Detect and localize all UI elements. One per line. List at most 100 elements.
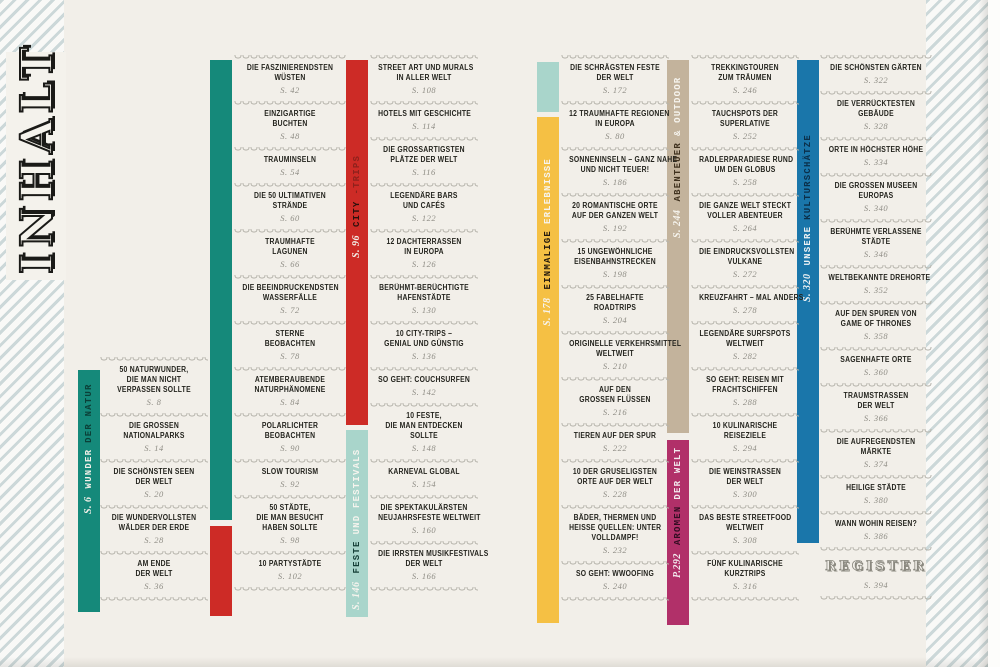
toc-item-page: S. 316: [732, 581, 758, 591]
toc-item-title: DIE 50 ULTIMATIVEN STRÄNDE: [254, 191, 326, 210]
section-word-main: AROMEN: [673, 505, 683, 546]
toc-item-title: SONNENINSELN – GANZ NAHE UND NICHT TEUER!: [569, 155, 678, 174]
wavy-divider: [561, 100, 669, 105]
toc-item-title: 12 DACHTERRASSEN IN EUROPA: [386, 237, 462, 256]
toc-item-page: S. 114: [412, 121, 436, 131]
toc-item-page: S. 78: [280, 351, 300, 361]
toc-item-page: S. 160: [411, 525, 437, 535]
wavy-divider: [691, 192, 799, 197]
toc-item: TAUCHSPOTS DER SUPERLATIVE S. 252: [691, 105, 799, 146]
toc-item: DIE GROSSARTIGSTEN PLÄTZE DER WELT S. 116: [370, 141, 478, 182]
toc-item-title: ATEMBERAUBENDE NATURPHÄNOMENE: [254, 375, 326, 394]
section-label-unsere-kulturschaetze: S. 320UNSEREKULTURSCHÄTZE: [802, 134, 814, 302]
section-bar-einmalige-erlebnisse: [537, 117, 559, 623]
toc-item-page: S. 66: [280, 259, 300, 269]
toc-item-title: DIE EINDRUCKSVOLLSTEN VULKANE: [699, 247, 795, 266]
wavy-divider: [370, 458, 478, 463]
toc-item: DIE WUNDERVOLLSTEN WÄLDER DER ERDE S. 28: [100, 509, 208, 550]
wavy-divider: [561, 376, 669, 381]
toc-item: SLOW TOURISM S. 92: [234, 463, 346, 494]
wavy-divider: [370, 586, 478, 591]
toc-item: 10 FESTE, DIE MAN ENTDECKEN SOLLTE S. 148: [370, 407, 478, 458]
toc-item: TRAUMHAFTE LAGUNEN S. 66: [234, 233, 346, 274]
toc-item: SO GEHT: REISEN MIT FRACHTSCHIFFEN S. 288: [691, 371, 799, 412]
wavy-divider: [370, 540, 478, 545]
wavy-divider: [691, 320, 799, 325]
toc-item-title: 10 CITY-TRIPS – GENIAL UND GÜNSTIG: [384, 329, 464, 348]
wavy-divider: [234, 412, 346, 417]
wavy-divider: [370, 136, 478, 141]
toc-item: DIE AUFREGENDSTEN MÄRKTE S. 374: [820, 433, 932, 474]
toc-item-title: TRAUMSTRASSEN DER WELT: [843, 391, 909, 410]
toc-item-title: AM ENDE DER WELT: [135, 559, 173, 578]
toc-item: LEGENDÄRE BARS UND CAFÉS S. 122: [370, 187, 478, 228]
section-page: P.292: [672, 553, 683, 578]
toc-item-page: S. 210: [602, 361, 628, 371]
toc-item-title: POLARLICHTER BEOBACHTEN: [261, 421, 319, 440]
toc-item-title: DIE SCHRÄGSTEN FESTE DER WELT: [570, 63, 660, 82]
toc-item-page: S. 98: [280, 535, 300, 545]
toc-item-page: S. 204: [602, 315, 628, 325]
toc-item-title: HEILIGE STÄDTE: [846, 483, 906, 492]
wavy-divider: [691, 504, 799, 509]
toc-item-title: 25 FABELHAFTE ROADTRIPS: [586, 293, 644, 312]
toc-item-page: S. 358: [863, 331, 889, 341]
wavy-divider: [820, 546, 932, 551]
toc-item: 20 ROMANTISCHE ORTE AUF DER GANZEN WELT S.…: [561, 197, 669, 238]
toc-item: AUF DEN SPUREN VON GAME OF THRONES S. 358: [820, 305, 932, 346]
section-bar-wunder-der-natur-2: [210, 60, 232, 520]
toc-item: KREUZFAHRT – MAL ANDERS S. 278: [691, 289, 803, 320]
toc-item-title: AUF DEN GROSSEN FLÜSSEN: [579, 385, 651, 404]
toc-item: 10 KULINARISCHE REISEZIELE S. 294: [691, 417, 799, 458]
toc-item: LEGENDÄRE SURFSPOTS WELTWEIT S. 282: [691, 325, 799, 366]
toc-item-page: S. 36: [144, 581, 164, 591]
section-label-wunder-der-natur: S. 6 WUNDER DER NATUR: [83, 383, 95, 514]
wavy-divider: [820, 300, 932, 305]
toc-item-title: TRAUMHAFTE LAGUNEN: [265, 237, 315, 256]
title-backdrop: [6, 52, 66, 280]
toc-item-title: 10 KULINARISCHE REISEZIELE: [712, 421, 778, 440]
toc-item: KARNEVAL GLOBAL S. 154: [370, 463, 478, 494]
toc-item-page: S. 80: [605, 131, 625, 141]
toc-item: BERÜHMT-BERÜCHTIGTE HAFENSTÄDTE S. 130: [370, 279, 478, 320]
toc-item-title: DIE SCHÖNSTEN SEEN DER WELT: [113, 467, 195, 486]
wavy-divider: [370, 320, 478, 325]
toc-item-page: S. 108: [411, 85, 437, 95]
section-label-einmalige-erlebnisse: S. 178 EINMALIGE ERLEBNISSE: [542, 158, 554, 326]
section-word-main: UNSERE: [803, 225, 813, 266]
section-bar-city-trips-2: [346, 60, 368, 425]
toc-item: WANN WOHIN REISEN? S. 386: [820, 515, 932, 546]
toc-item: SAGENHAFTE ORTE S. 360: [820, 351, 932, 382]
toc-item-page: S. 122: [411, 213, 437, 223]
wavy-divider: [820, 595, 932, 600]
toc-item-title: STERNE BEOBACHTEN: [264, 329, 316, 348]
toc-item-page: S. 380: [863, 495, 889, 505]
toc-item-title: STREET ART UND MURALS IN ALLER WELT: [378, 63, 474, 82]
toc-item-page: S. 192: [602, 223, 628, 233]
toc-item-page: S. 360: [863, 367, 889, 377]
toc-item-page: S. 84: [280, 397, 300, 407]
section-page: S. 6: [83, 496, 94, 514]
section-word-rest: KULTURSCHÄTZE: [803, 134, 813, 220]
wavy-divider: [370, 366, 478, 371]
toc-item-page: S. 240: [602, 581, 628, 591]
wavy-divider: [561, 192, 669, 197]
toc-item-page: S. 246: [732, 85, 758, 95]
toc-item: ORTE IN HÖCHSTER HÖHE S. 334: [820, 141, 932, 172]
toc-column-3: STREET ART UND MURALS IN ALLER WELT S. 108…: [370, 54, 488, 591]
toc-item-title: LEGENDÄRE BARS UND CAFÉS: [390, 191, 458, 210]
toc-item: HOTELS MIT GESCHICHTE S. 114: [370, 105, 478, 136]
toc-item: SO GEHT: WWOOFING S. 240: [561, 565, 669, 596]
toc-item-page: S. 54: [280, 167, 300, 177]
toc-item-page: S. 8: [146, 397, 162, 407]
toc-item: AM ENDE DER WELT S. 36: [100, 555, 208, 596]
toc-item: 50 NATURWUNDER, DIE MAN NICHT VERPASSEN SO…: [100, 361, 208, 412]
section-bar-feste-und-festivals-2: [537, 62, 559, 112]
wavy-divider: [370, 494, 478, 499]
toc-item-page: S. 48: [280, 131, 300, 141]
section-page: S. 146: [351, 581, 362, 610]
toc-item: BÄDER, THERMEN UND HEISSE QUELLEN: UNTER V…: [561, 509, 669, 560]
wavy-divider: [561, 238, 669, 243]
toc-item-title: DIE GANZE WELT STECKT VOLLER ABENTEUER: [699, 201, 792, 220]
section-bar-unsere-kulturschaetze: [797, 60, 819, 543]
